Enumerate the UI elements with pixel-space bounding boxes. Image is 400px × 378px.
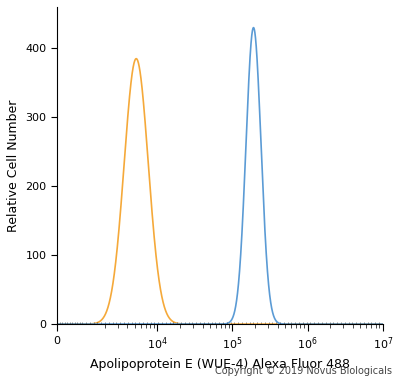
Text: Copyright © 2019 Novus Biologicals: Copyright © 2019 Novus Biologicals xyxy=(215,366,392,376)
Y-axis label: Relative Cell Number: Relative Cell Number xyxy=(7,99,20,232)
X-axis label: Apolipoprotein E (WUE-4) Alexa Fluor 488: Apolipoprotein E (WUE-4) Alexa Fluor 488 xyxy=(90,358,350,371)
